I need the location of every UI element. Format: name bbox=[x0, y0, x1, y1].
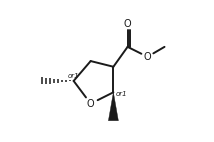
Text: or1: or1 bbox=[67, 73, 79, 79]
Text: O: O bbox=[124, 19, 131, 29]
Text: O: O bbox=[87, 99, 95, 109]
Text: or1: or1 bbox=[116, 91, 127, 97]
Polygon shape bbox=[108, 92, 118, 121]
Text: O: O bbox=[144, 52, 151, 62]
